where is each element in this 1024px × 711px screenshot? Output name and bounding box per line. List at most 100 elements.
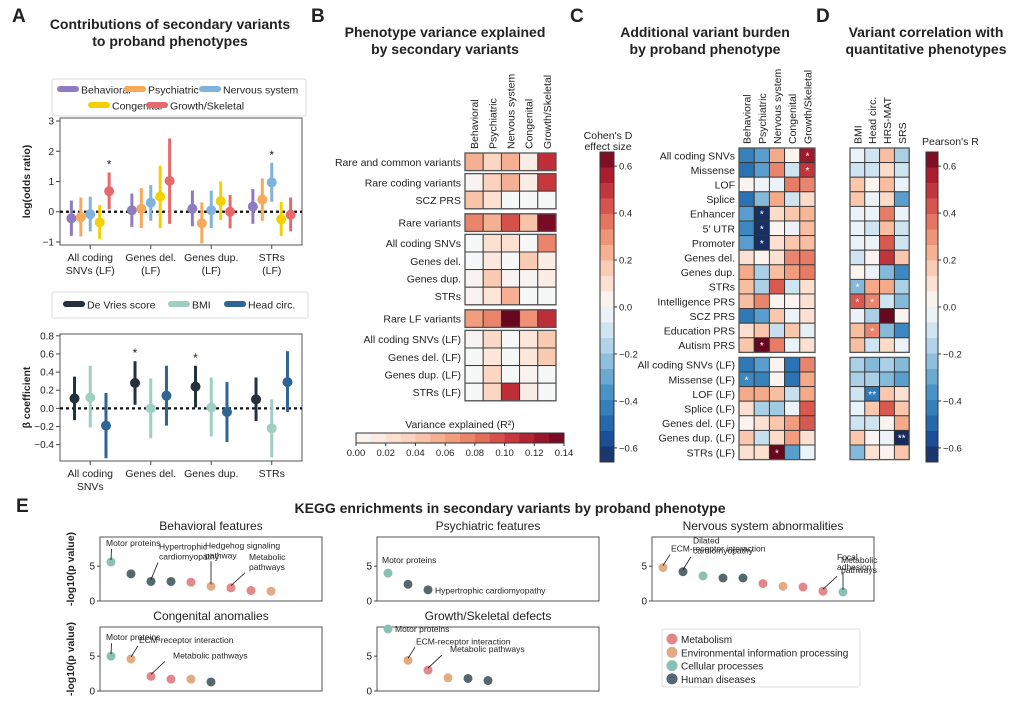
panel-letter-d: D: [816, 6, 830, 27]
enrichment-point: [146, 671, 156, 681]
row-label: Autism PRS: [678, 340, 735, 352]
heatmap-group-frame: [464, 329, 557, 402]
colorbar-tick-label: 0.02: [376, 448, 395, 459]
colorbar-segment: [600, 338, 614, 354]
heatmap-cell: [893, 191, 910, 207]
heatmap-cell: [784, 386, 801, 402]
row-label: Enhancer: [690, 209, 735, 221]
heatmap-cell: [464, 213, 484, 232]
heatmap-cell: [482, 190, 502, 210]
colorbar-tick-label: −0.4: [619, 396, 638, 407]
heatmap-cell: [799, 444, 816, 461]
heatmap-cell: [893, 264, 910, 280]
heatmap-cell: [879, 278, 895, 295]
enrichment-point: [186, 577, 196, 587]
y-axis-label: β coefficient: [21, 366, 33, 428]
heatmap-cell: [753, 386, 770, 402]
heatmap-cell: [768, 308, 786, 324]
panel-d-title-line2: quantitative phenotypes: [845, 41, 1007, 57]
colorbar-segment: [600, 446, 614, 463]
heatmap-cell: [879, 191, 895, 207]
heatmap-cell: [500, 365, 521, 384]
column-label: Psychiatric: [757, 93, 769, 144]
subplot-title: Behavioral features: [159, 519, 262, 533]
heatmap-cell: [893, 278, 910, 295]
enrichment-point: [818, 586, 828, 596]
heatmap-cell: [784, 176, 801, 193]
row-label: Genes dup.: [681, 267, 735, 279]
annotation-leader: [150, 661, 166, 675]
heatmap-cell: [482, 233, 502, 253]
annotation-label: adhesion: [837, 562, 872, 572]
annotation-label: ECM-receptor interaction: [416, 636, 511, 646]
heatmap-cell: [500, 251, 521, 271]
heatmap-cell: [784, 293, 801, 310]
heatmap-cell: [768, 337, 786, 353]
colorbar-segment: [400, 433, 416, 443]
heatmap-cell: [537, 365, 557, 384]
heatmap-cell: [519, 286, 539, 306]
y-tick-label: 3: [48, 117, 54, 128]
heatmap-cell: [849, 444, 866, 461]
heatmap-cell: [768, 371, 786, 388]
heatmap-group-frame: [738, 147, 816, 354]
heatmap-cell: [864, 205, 881, 222]
colorbar-segment: [926, 291, 938, 308]
heatmap-cell: [849, 429, 866, 446]
data-point: [215, 196, 226, 207]
heatmap-group-frame: [464, 213, 557, 233]
enrichment-point: [246, 586, 256, 596]
heatmap-cell: [784, 356, 801, 373]
row-label: Intelligence PRS: [657, 296, 735, 308]
colorbar-segment: [926, 415, 938, 432]
row-label: All coding SNVs: [660, 150, 735, 162]
heatmap-group-frame: [738, 356, 816, 461]
heatmap-cell: [738, 191, 755, 207]
enrichment-point: [738, 573, 748, 583]
panel-d-title-line1: Variant correlation with: [848, 24, 1004, 40]
heatmap-cell: [799, 278, 816, 295]
annotation-leader: [130, 645, 139, 658]
colorbar-frame: [355, 432, 565, 444]
heatmap-cell: [537, 190, 557, 210]
enrichment-point: [126, 569, 136, 579]
heatmap-cell: [768, 220, 786, 237]
y-tick-label: 5: [366, 652, 372, 663]
x-tick-label: (LF): [262, 265, 281, 277]
heatmap-cell: [768, 147, 786, 164]
x-tick-label: SNVs (LF): [66, 265, 115, 277]
heatmap-cell: [864, 278, 881, 295]
enrichment-point: [718, 573, 728, 583]
colorbar-tick-label: −0.2: [943, 349, 962, 360]
heatmap-cell: [879, 386, 895, 402]
heatmap-cell: [864, 191, 881, 207]
heatmap-cell: [753, 249, 770, 266]
data-point: [266, 423, 277, 434]
heatmap-cell: [799, 176, 816, 193]
heatmap-cell: [849, 264, 866, 280]
heatmap-cell: [784, 249, 801, 266]
legend-label: BMI: [192, 300, 211, 312]
colorbar-segment: [926, 276, 938, 292]
heatmap-cell: [519, 382, 539, 402]
colorbar-segment: [926, 152, 938, 168]
enrichment-point: [186, 674, 196, 684]
colorbar-segment: [600, 400, 614, 416]
panel-letter-c: C: [570, 6, 584, 27]
data-point: [225, 206, 236, 217]
subplot-frame: [376, 626, 600, 692]
legend-swatch: [666, 660, 678, 672]
legend-label: Human diseases: [681, 675, 755, 686]
enrichment-point: [126, 654, 136, 664]
annotation-label: Hypertrophic cardiomyopathy: [435, 585, 546, 595]
annotation-label: Focal: [837, 552, 858, 562]
heatmap-cell: [482, 269, 502, 288]
colorbar-tick-label: 0.14: [555, 448, 574, 459]
legend-label: Psychiatric: [148, 85, 199, 97]
heatmap-cell: [753, 444, 770, 461]
column-label: Behavioral: [469, 99, 481, 149]
heatmap-cell: [500, 173, 521, 192]
row-label: Genes del. (LF): [388, 352, 461, 364]
colorbar-segment: [926, 431, 938, 447]
colorbar-segment: [600, 276, 614, 292]
